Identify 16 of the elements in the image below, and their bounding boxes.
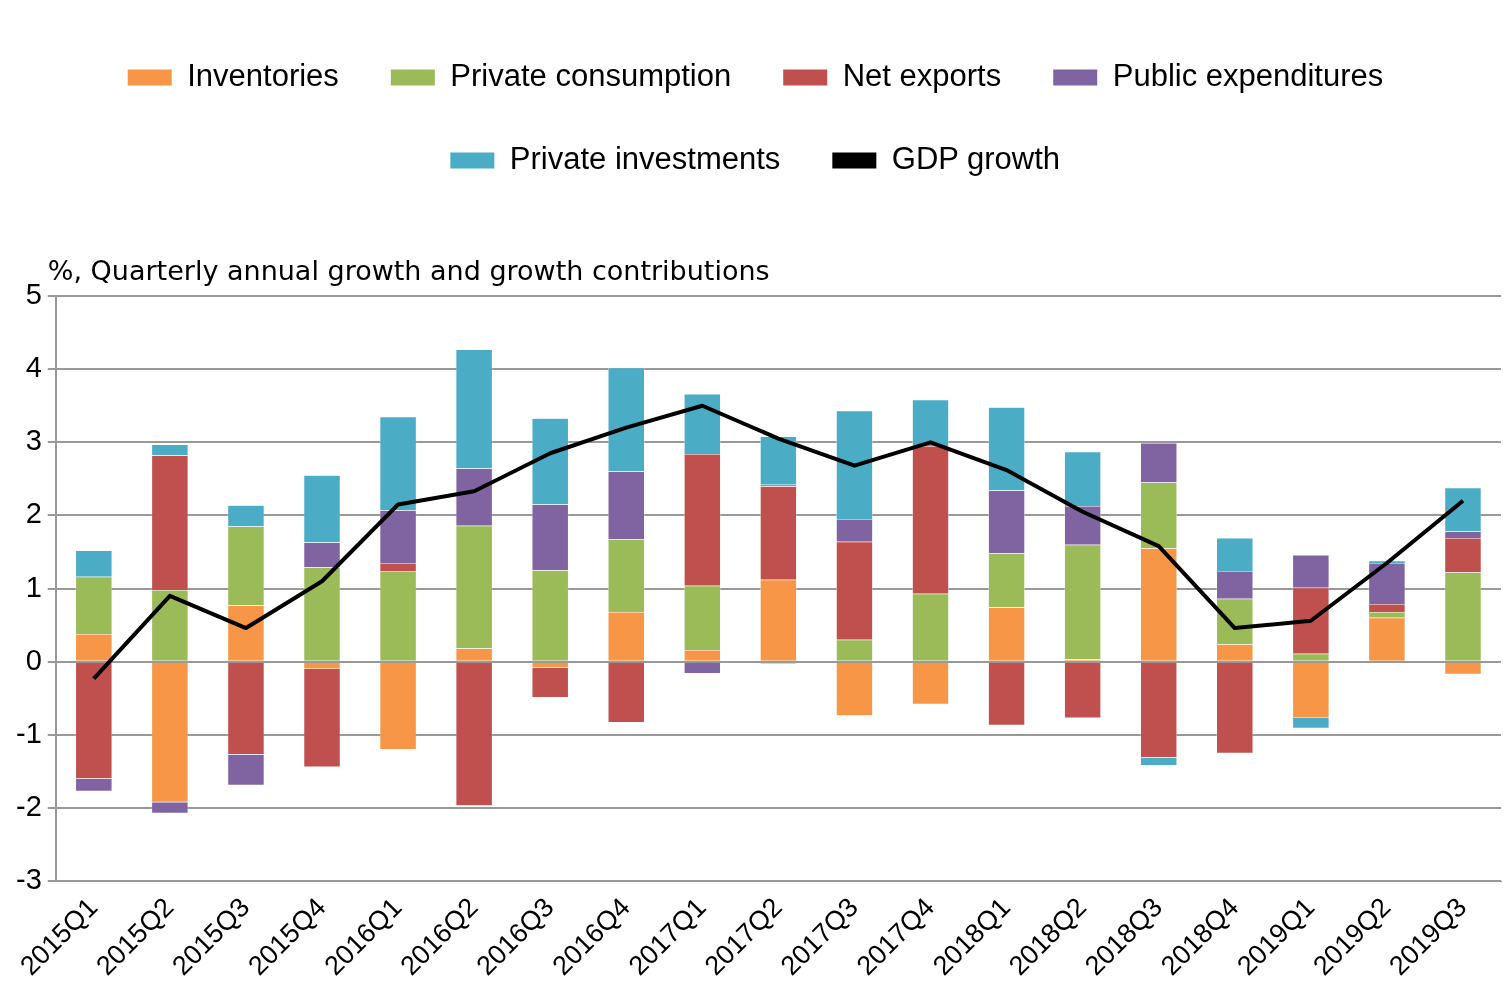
y-tick-label: 0 bbox=[25, 643, 42, 676]
legend-label: Private investments bbox=[509, 141, 781, 177]
y-tick-label: 4 bbox=[25, 351, 42, 384]
y-tick-label: -2 bbox=[15, 790, 42, 823]
y-tick-label: 1 bbox=[25, 570, 42, 603]
y-tick-label: -3 bbox=[15, 863, 42, 896]
legend-label: Inventories bbox=[187, 58, 339, 94]
legend-label: Net exports bbox=[842, 58, 1002, 94]
y-axis-title: %, Quarterly annual growth and growth contributions bbox=[47, 254, 770, 286]
y-tick-label: -1 bbox=[15, 716, 42, 749]
y-tick-label: 5 bbox=[25, 278, 42, 310]
legend-label: Private consumption bbox=[450, 58, 732, 94]
legend-label: Public expenditures bbox=[1112, 58, 1384, 94]
y-tick-label: 3 bbox=[25, 424, 42, 457]
y-tick-label: 2 bbox=[25, 497, 42, 530]
legend-label: GDP growth bbox=[891, 141, 1061, 177]
